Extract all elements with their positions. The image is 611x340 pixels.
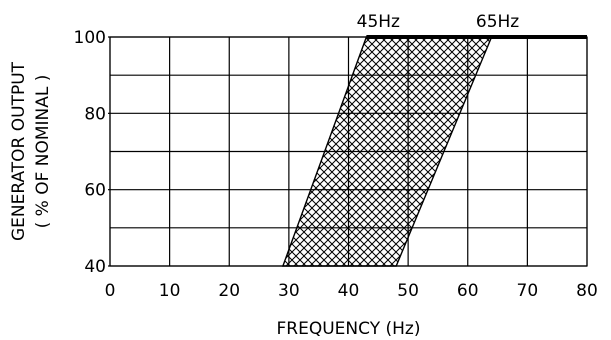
y-tick-label: 40 — [84, 257, 106, 277]
x-tick-label: 20 — [218, 281, 240, 301]
x-tick-label: 40 — [338, 281, 360, 301]
x-tick-label: 80 — [576, 281, 598, 301]
frequency-annotation: 45Hz — [357, 12, 400, 32]
x-tick-label: 70 — [517, 281, 539, 301]
y-tick-label: 80 — [84, 104, 106, 124]
y-tick-label: 100 — [74, 28, 106, 48]
y-tick-label: 60 — [84, 181, 106, 201]
annotations: 45Hz 65Hz — [357, 12, 520, 32]
tick-labels: 0 10 20 30 40 50 60 70 80 40 60 80 100 — [74, 28, 598, 301]
plot-frame — [109, 36, 588, 267]
x-tick-label: 60 — [457, 281, 479, 301]
x-tick-label: 0 — [105, 281, 116, 301]
x-axis-label: FREQUENCY (Hz) — [277, 319, 421, 339]
y-axis-label-line-1: GENERATOR OUTPUT — [9, 61, 29, 241]
x-tick-label: 30 — [278, 281, 300, 301]
y-axis-label-line-2: ( % OF NOMINAL ) — [33, 75, 53, 229]
frequency-annotation: 65Hz — [476, 12, 519, 32]
x-tick-label: 10 — [159, 281, 181, 301]
x-tick-label: 50 — [397, 281, 419, 301]
